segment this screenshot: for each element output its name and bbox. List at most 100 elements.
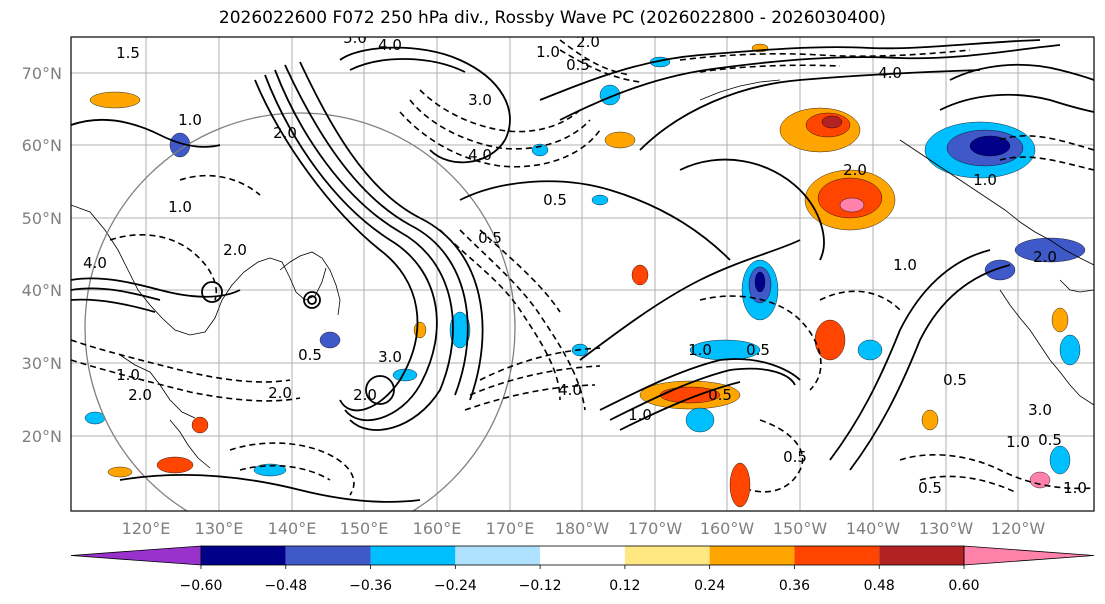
shaded-region <box>604 131 636 149</box>
colorbar-tick-label: −0.24 <box>434 578 477 594</box>
contour-label: 3.0 <box>1028 401 1052 419</box>
shaded-region <box>591 194 609 206</box>
colorbar-tick-label: −0.36 <box>349 578 392 594</box>
lon-label: 140°E <box>268 519 317 538</box>
contour-label: 1.5 <box>116 44 140 62</box>
lat-label: 40°N <box>22 281 62 300</box>
shaded-region <box>1059 334 1081 366</box>
lon-label: 140°W <box>846 519 901 538</box>
contour-label: 3.0 <box>378 348 402 366</box>
colorbar-tick-label: 0.36 <box>779 578 810 594</box>
colorbar-swatch <box>370 546 456 565</box>
lat-label: 20°N <box>22 427 62 446</box>
reference-circle <box>84 112 516 511</box>
contour-label: 1.0 <box>893 256 917 274</box>
shaded-region <box>969 135 1011 157</box>
lon-label: 170°W <box>628 519 683 538</box>
contour-label: 0.5 <box>918 479 942 497</box>
shaded-region <box>1049 445 1071 475</box>
colorbar-swatch <box>879 546 964 565</box>
latitude-labels: 70°N 60°N 50°N 40°N 30°N 20°N <box>22 64 62 446</box>
shaded-region <box>984 259 1016 281</box>
colorbar-tick-label: 0.12 <box>609 578 640 594</box>
longitude-labels: 120°E 130°E 140°E 150°E 160°E 170°E 180°W 170°W… <box>122 519 1046 538</box>
lat-label: 70°N <box>22 64 62 83</box>
colorbar-tick-labels: −0.60 −0.48 −0.36 −0.24 −0.12 0.12 0.24 0.36 0.4… <box>180 565 980 594</box>
colorbar-tick-label: 0.60 <box>948 578 979 594</box>
map-plot-area: 1.5 5.0 4.0 2.0 1.0 0.5 3.0 1.0 2.0 4.0 0.5 1.0 2.0 0… <box>70 33 1095 512</box>
contour-label: 0.5 <box>298 346 322 364</box>
colorbar-tick-label: −0.12 <box>519 578 562 594</box>
contour-label: 2.0 <box>843 161 867 179</box>
contour-label: 1.0 <box>536 43 560 61</box>
lat-label: 30°N <box>22 354 62 373</box>
contour-label: 4.0 <box>558 381 582 399</box>
shaded-region <box>191 416 209 434</box>
contour-label: 1.0 <box>178 111 202 129</box>
contour-label: 0.5 <box>783 448 807 466</box>
contour-label: 0.5 <box>566 56 590 74</box>
contour-label: 0.5 <box>543 191 567 209</box>
colorbar-swatch <box>201 546 286 565</box>
colorbar <box>70 545 1095 566</box>
solid-contours <box>71 39 1094 503</box>
contour-label: 1.0 <box>1063 479 1087 497</box>
lon-label: 160°E <box>413 519 462 538</box>
contour-label: 4.0 <box>83 254 107 272</box>
shaded-region <box>821 115 843 129</box>
shaded-region <box>857 339 883 361</box>
shaded-region <box>156 456 194 474</box>
contour-label: 4.0 <box>468 146 492 164</box>
shaded-region <box>1051 307 1069 333</box>
colorbar-tick-label: 0.24 <box>694 578 725 594</box>
contour-label: 2.0 <box>128 386 152 404</box>
colorbar-swatch <box>70 545 202 566</box>
colorbar-swatch <box>455 546 541 565</box>
contour-label: 2.0 <box>576 33 600 51</box>
shaded-region <box>685 407 715 433</box>
shaded-region <box>107 466 133 478</box>
shaded-region <box>319 331 341 349</box>
contour-label: 2.0 <box>273 124 297 142</box>
contour-label: 1.0 <box>628 406 652 424</box>
colorbar-swatch <box>540 546 625 565</box>
lon-label: 120°W <box>991 519 1046 538</box>
shaded-region <box>921 409 939 431</box>
colorbar-swatch <box>709 546 795 565</box>
colorbar-tick-label: −0.48 <box>264 578 307 594</box>
lon-label: 130°E <box>195 519 244 538</box>
shaded-region <box>754 271 766 293</box>
contour-label: 1.0 <box>116 366 140 384</box>
contour-label: 1.0 <box>688 341 712 359</box>
lat-label: 60°N <box>22 136 62 155</box>
contour-label: 2.0 <box>1033 248 1057 266</box>
colorbar-tick-label: −0.60 <box>180 578 223 594</box>
contour-label: 0.5 <box>943 371 967 389</box>
contour-label: 3.0 <box>468 91 492 109</box>
contour-label: 4.0 <box>378 36 402 54</box>
colorbar-swatch <box>624 546 710 565</box>
contour-label: 1.0 <box>1006 433 1030 451</box>
contour-label: 2.0 <box>353 386 377 404</box>
shaded-region <box>89 91 141 109</box>
coastlines <box>71 79 1094 469</box>
contour-label: 4.0 <box>878 64 902 82</box>
lon-label: 160°W <box>700 519 755 538</box>
shaded-region <box>449 311 471 349</box>
contour-label: 0.5 <box>708 386 732 404</box>
contour-label: 2.0 <box>223 241 247 259</box>
lon-label: 170°E <box>486 519 535 538</box>
dashed-contours <box>71 39 1094 496</box>
lon-label: 150°W <box>773 519 828 538</box>
colorbar-swatch <box>285 546 371 565</box>
lon-label: 120°E <box>122 519 171 538</box>
gridlines <box>71 37 1094 511</box>
contour-label: 0.5 <box>1038 431 1062 449</box>
shaded-region <box>84 411 106 425</box>
shaded-region <box>1014 237 1086 263</box>
contour-labels: 1.5 5.0 4.0 2.0 1.0 0.5 3.0 1.0 2.0 4.0 0.5 1.0 2.0 0… <box>83 33 1087 497</box>
lon-label: 130°W <box>919 519 974 538</box>
contour-label: 0.5 <box>746 341 770 359</box>
shaded-region <box>839 197 865 213</box>
shaded-region <box>631 264 649 286</box>
